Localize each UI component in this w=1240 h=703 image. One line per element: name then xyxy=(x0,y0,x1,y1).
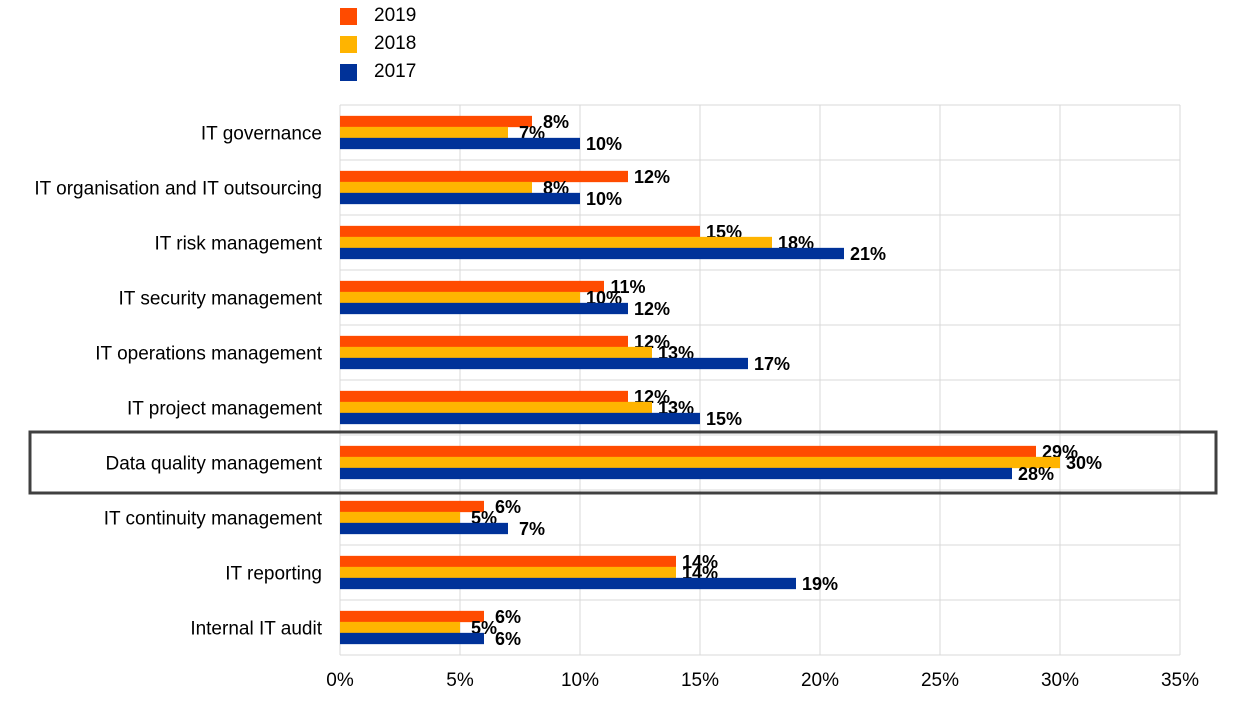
x-tick-label: 25% xyxy=(921,670,959,691)
data-label-2019: 11% xyxy=(610,277,645,297)
data-label-2017: 12% xyxy=(634,299,670,319)
bar-2019 xyxy=(340,280,604,293)
bar-2019 xyxy=(340,610,484,623)
category-label: IT continuity management xyxy=(104,509,323,530)
data-label-2017: 15% xyxy=(706,409,742,429)
x-tick-label: 5% xyxy=(446,670,474,691)
bar-2018 xyxy=(340,181,532,194)
bar-2018 xyxy=(340,511,460,524)
category-label: IT security management xyxy=(119,289,323,310)
bar-2017 xyxy=(340,577,796,590)
bar-2017 xyxy=(340,192,580,205)
legend-item-2019: 2019 xyxy=(340,2,416,30)
legend-label-2017: 2017 xyxy=(374,61,417,82)
category-label: IT governance xyxy=(201,124,322,145)
data-label-2017: 28% xyxy=(1018,464,1054,484)
bar-2018 xyxy=(340,456,1060,469)
x-tick-label: 15% xyxy=(681,670,719,691)
bar-2019 xyxy=(340,115,532,128)
bar-2018 xyxy=(340,291,580,304)
data-label-2019: 6% xyxy=(495,497,521,517)
highlight-box xyxy=(28,430,1218,495)
bar-2018 xyxy=(340,566,676,579)
legend-item-2017: 2017 xyxy=(340,58,416,86)
category-label: Internal IT audit xyxy=(190,619,322,640)
bar-2018 xyxy=(340,126,508,139)
category-label: IT project management xyxy=(127,399,323,420)
data-label-2019: 12% xyxy=(634,167,670,187)
category-label: IT risk management xyxy=(154,234,322,255)
bar-2017 xyxy=(340,522,508,535)
category-label: IT organisation and IT outsourcing xyxy=(34,179,322,200)
bar-2017 xyxy=(340,412,700,425)
legend: 2019 2018 2017 xyxy=(340,2,416,86)
x-tick-label: 20% xyxy=(801,670,839,691)
bar-2019 xyxy=(340,445,1036,458)
bar-2018 xyxy=(340,401,652,414)
legend-swatch-2017 xyxy=(340,63,357,81)
legend-item-2018: 2018 xyxy=(340,30,416,58)
legend-label-2019: 2019 xyxy=(374,5,417,26)
bar-2017 xyxy=(340,302,628,315)
data-label-2019: 14% xyxy=(682,552,718,572)
legend-swatch-2018 xyxy=(340,35,357,53)
x-tick-label: 10% xyxy=(561,670,599,691)
data-label-2018: 30% xyxy=(1066,453,1102,473)
legend-swatch-2019 xyxy=(340,7,357,25)
bar-2019 xyxy=(340,390,628,403)
bar-2019 xyxy=(340,335,628,348)
data-label-2017: 10% xyxy=(586,189,622,209)
bar-2019 xyxy=(340,555,676,568)
data-label-2017: 19% xyxy=(802,574,838,594)
data-label-2017: 10% xyxy=(586,134,622,154)
category-label: Data quality management xyxy=(105,454,322,475)
data-label-2017: 7% xyxy=(519,519,545,539)
category-label: IT reporting xyxy=(225,564,322,585)
data-label-2019: 6% xyxy=(495,607,521,627)
bar-2017 xyxy=(340,247,844,260)
data-label-2017: 17% xyxy=(754,354,790,374)
bar-2017 xyxy=(340,632,484,645)
data-label-2017: 6% xyxy=(495,629,521,649)
data-label-2019: 8% xyxy=(543,112,569,132)
bar-2019 xyxy=(340,170,628,183)
bar-2018 xyxy=(340,236,772,249)
x-tick-label: 30% xyxy=(1041,670,1079,691)
bar-2018 xyxy=(340,621,460,634)
x-tick-label: 35% xyxy=(1161,670,1199,691)
bar-2017 xyxy=(340,357,748,370)
bar-2018 xyxy=(340,346,652,359)
bar-2019 xyxy=(340,225,700,238)
data-label-2017: 21% xyxy=(850,244,886,264)
legend-label-2018: 2018 xyxy=(374,33,417,54)
category-label: IT operations management xyxy=(95,344,322,365)
bar-2017 xyxy=(340,137,580,150)
x-tick-label: 0% xyxy=(326,670,354,691)
bar-2017 xyxy=(340,467,1012,480)
bar-2019 xyxy=(340,500,484,513)
